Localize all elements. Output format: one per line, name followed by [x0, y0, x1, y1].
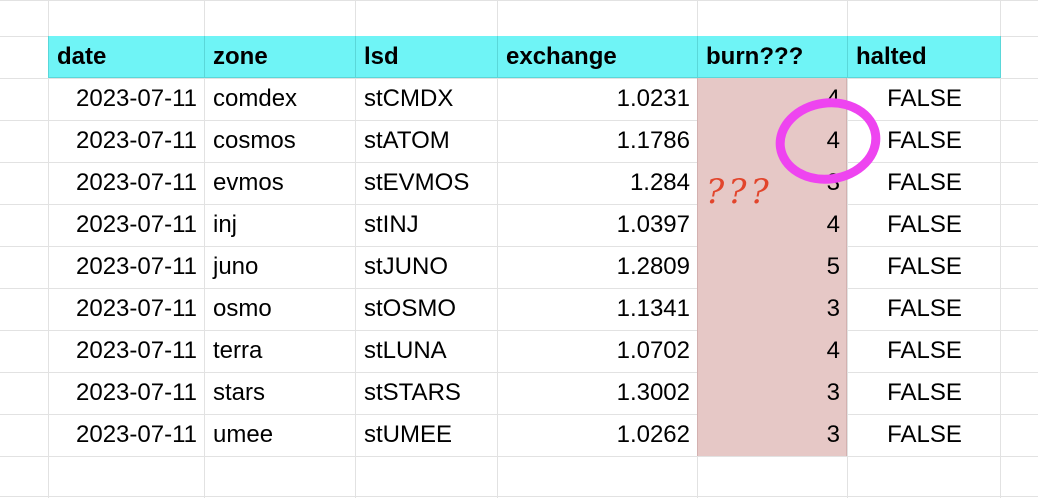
cell-lsd[interactable]: stCMDX — [364, 85, 454, 112]
cell-burn[interactable]: 3 — [826, 421, 840, 448]
cell-burn[interactable]: 4 — [826, 337, 840, 364]
table-row: 2023-07-11 juno stJUNO 1.2809 5 FALSE — [0, 246, 1038, 288]
cell-lsd[interactable]: stOSMO — [364, 295, 457, 322]
cell-date[interactable]: 2023-07-11 — [76, 337, 197, 364]
table-row: 2023-07-11 cosmos stATOM 1.1786 4 FALSE — [0, 120, 1038, 162]
cell-exchange[interactable]: 1.0262 — [616, 421, 690, 448]
cell-burn[interactable]: 4 — [826, 85, 840, 112]
cell-lsd[interactable]: stSTARS — [364, 379, 461, 406]
table-row: 2023-07-11 terra stLUNA 1.0702 4 FALSE — [0, 330, 1038, 372]
cell-date[interactable]: 2023-07-11 — [76, 379, 197, 406]
cell-date[interactable]: 2023-07-11 — [76, 421, 197, 448]
cell-date[interactable]: 2023-07-11 — [76, 85, 197, 112]
header-burn[interactable]: burn??? — [698, 36, 848, 78]
grid-line — [847, 0, 848, 498]
grid-line — [0, 204, 1038, 205]
grid-line — [0, 456, 1038, 457]
cell-halted[interactable]: FALSE — [887, 421, 962, 448]
table-row: 2023-07-11 inj stINJ 1.0397 4 FALSE — [0, 204, 1038, 246]
cell-zone[interactable]: umee — [213, 421, 274, 448]
header-date[interactable]: date — [48, 36, 205, 78]
grid-line — [355, 0, 356, 498]
cell-halted[interactable]: FALSE — [887, 211, 962, 238]
cell-burn[interactable]: 3 — [826, 169, 840, 196]
cell-halted[interactable]: FALSE — [887, 295, 962, 322]
cell-exchange[interactable]: 1.1341 — [616, 295, 690, 322]
table-row: 2023-07-11 umee stUMEE 1.0262 3 FALSE — [0, 414, 1038, 456]
cell-zone[interactable]: terra — [213, 337, 263, 364]
cell-halted[interactable]: FALSE — [887, 379, 962, 406]
cell-zone[interactable]: juno — [213, 253, 259, 280]
grid-line — [0, 162, 1038, 163]
cell-zone[interactable]: inj — [213, 211, 238, 238]
cell-burn[interactable]: 4 — [826, 211, 840, 238]
cell-halted[interactable]: FALSE — [887, 127, 962, 154]
cell-halted[interactable]: FALSE — [887, 253, 962, 280]
cell-lsd[interactable]: stUMEE — [364, 421, 453, 448]
table-row: 2023-07-11 stars stSTARS 1.3002 3 FALSE — [0, 372, 1038, 414]
header-lsd[interactable]: lsd — [356, 36, 498, 78]
table-row: 2023-07-11 osmo stOSMO 1.1341 3 FALSE — [0, 288, 1038, 330]
cell-exchange[interactable]: 1.2809 — [616, 253, 690, 280]
cell-lsd[interactable]: stATOM — [364, 127, 450, 154]
cell-exchange[interactable]: 1.0397 — [616, 211, 690, 238]
cell-lsd[interactable]: stJUNO — [364, 253, 448, 280]
cell-zone[interactable]: stars — [213, 379, 266, 406]
header-halted[interactable]: halted — [848, 36, 1001, 78]
table-row: 2023-07-11 evmos stEVMOS 1.284 3 FALSE — [0, 162, 1038, 204]
cell-halted[interactable]: FALSE — [887, 337, 962, 364]
grid-line — [0, 78, 1038, 79]
cell-date[interactable]: 2023-07-11 — [76, 211, 197, 238]
cell-burn[interactable]: 4 — [826, 127, 840, 154]
cell-halted[interactable]: FALSE — [887, 169, 962, 196]
grid-line — [48, 0, 49, 498]
grid-line — [0, 496, 1038, 497]
cell-lsd[interactable]: stINJ — [364, 211, 419, 238]
grid-line — [0, 120, 1038, 121]
cell-burn[interactable]: 3 — [826, 379, 840, 406]
grid-line — [497, 0, 498, 498]
header-exchange[interactable]: exchange — [498, 36, 698, 78]
grid-line — [0, 246, 1038, 247]
grid-line — [0, 288, 1038, 289]
cell-zone[interactable]: comdex — [213, 85, 298, 112]
cell-lsd[interactable]: stEVMOS — [364, 169, 470, 196]
cell-exchange[interactable]: 1.0231 — [616, 85, 690, 112]
cell-burn[interactable]: 5 — [826, 253, 840, 280]
cell-zone[interactable]: osmo — [213, 295, 272, 322]
cell-zone[interactable]: cosmos — [213, 127, 296, 154]
cell-exchange[interactable]: 1.1786 — [616, 127, 690, 154]
header-zone[interactable]: zone — [205, 36, 356, 78]
grid-line — [0, 330, 1038, 331]
cell-halted[interactable]: FALSE — [887, 85, 962, 112]
cell-date[interactable]: 2023-07-11 — [76, 127, 197, 154]
header-row: date zone lsd exchange burn??? halted — [0, 36, 1038, 78]
grid-line — [0, 414, 1038, 415]
cell-lsd[interactable]: stLUNA — [364, 337, 447, 364]
cell-date[interactable]: 2023-07-11 — [76, 169, 197, 196]
grid-line — [0, 372, 1038, 373]
cell-exchange[interactable]: 1.0702 — [616, 337, 690, 364]
cell-zone[interactable]: evmos — [213, 169, 284, 196]
cell-exchange[interactable]: 1.284 — [629, 169, 690, 196]
grid-line — [1000, 0, 1001, 498]
cell-date[interactable]: 2023-07-11 — [76, 295, 197, 322]
table-row: 2023-07-11 comdex stCMDX 1.0231 4 FALSE — [0, 78, 1038, 120]
cell-burn[interactable]: 3 — [826, 295, 840, 322]
grid-line — [0, 0, 1038, 1]
grid-line — [204, 0, 205, 498]
cell-date[interactable]: 2023-07-11 — [76, 253, 197, 280]
cell-exchange[interactable]: 1.3002 — [616, 379, 690, 406]
